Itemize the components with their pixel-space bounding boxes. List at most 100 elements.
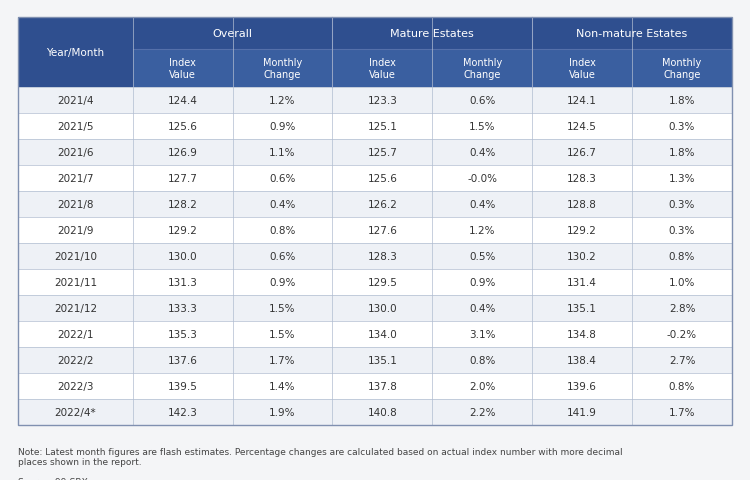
Bar (133, 114, 232, 140)
Text: 2.8%: 2.8% (669, 303, 695, 313)
Text: 0.8%: 0.8% (669, 381, 695, 391)
Bar (632, 88, 732, 114)
Bar (18, 140, 133, 166)
Text: 131.3: 131.3 (168, 277, 197, 288)
Bar (133, 373, 232, 399)
Bar (632, 114, 732, 140)
Bar (632, 166, 732, 192)
Text: 129.5: 129.5 (368, 277, 398, 288)
Text: 2022/4*: 2022/4* (55, 407, 96, 417)
Text: 141.9: 141.9 (567, 407, 597, 417)
Bar (332, 347, 432, 373)
Text: 1.9%: 1.9% (269, 407, 296, 417)
Bar (532, 399, 632, 425)
Bar (332, 321, 432, 347)
Bar (133, 321, 232, 347)
Text: 129.2: 129.2 (168, 226, 197, 236)
Text: 128.8: 128.8 (567, 200, 597, 210)
Bar (632, 399, 732, 425)
Text: 0.4%: 0.4% (469, 303, 496, 313)
Text: Note: Latest month figures are flash estimates. Percentage changes are calculate: Note: Latest month figures are flash est… (18, 447, 622, 467)
Bar (332, 217, 432, 243)
Text: 134.0: 134.0 (368, 329, 398, 339)
Text: Overall: Overall (212, 29, 253, 39)
Text: 1.2%: 1.2% (469, 226, 496, 236)
Bar (432, 347, 532, 373)
Text: 2021/8: 2021/8 (57, 200, 94, 210)
Text: Monthly
Change: Monthly Change (463, 58, 502, 80)
Text: 125.7: 125.7 (368, 148, 398, 157)
Text: 126.2: 126.2 (368, 200, 398, 210)
Bar (133, 140, 232, 166)
Text: 2021/5: 2021/5 (57, 122, 94, 132)
Text: 2021/6: 2021/6 (57, 148, 94, 157)
Bar (532, 140, 632, 166)
Text: 133.3: 133.3 (168, 303, 197, 313)
Bar (532, 373, 632, 399)
Text: 129.2: 129.2 (567, 226, 597, 236)
Bar (432, 295, 532, 321)
Bar (133, 243, 232, 269)
Text: 128.2: 128.2 (168, 200, 197, 210)
Bar (232, 166, 332, 192)
Text: 137.8: 137.8 (368, 381, 398, 391)
Text: 2021/7: 2021/7 (57, 174, 94, 184)
Text: 2022/3: 2022/3 (57, 381, 94, 391)
Text: 0.4%: 0.4% (269, 200, 296, 210)
Text: 1.7%: 1.7% (669, 407, 695, 417)
Text: 128.3: 128.3 (567, 174, 597, 184)
Bar (232, 140, 332, 166)
Bar (133, 192, 232, 217)
Text: Year/Month: Year/Month (46, 48, 104, 58)
Text: 130.0: 130.0 (368, 303, 398, 313)
Bar (332, 192, 432, 217)
Bar (133, 18, 332, 50)
Bar (18, 192, 133, 217)
Bar (232, 114, 332, 140)
Text: 135.1: 135.1 (368, 355, 398, 365)
Text: 0.3%: 0.3% (669, 226, 695, 236)
Text: 0.4%: 0.4% (469, 148, 496, 157)
Bar (133, 347, 232, 373)
Text: 135.3: 135.3 (168, 329, 197, 339)
Text: Source: 99-SRX: Source: 99-SRX (18, 477, 88, 480)
Text: 1.5%: 1.5% (469, 122, 496, 132)
Bar (632, 192, 732, 217)
Bar (532, 295, 632, 321)
Bar (332, 140, 432, 166)
Bar (332, 18, 532, 50)
Bar (133, 295, 232, 321)
Bar (432, 88, 532, 114)
Bar (232, 295, 332, 321)
Bar (18, 88, 133, 114)
Bar (432, 50, 532, 88)
Text: -0.0%: -0.0% (467, 174, 497, 184)
Text: 0.8%: 0.8% (469, 355, 496, 365)
Bar (18, 18, 732, 425)
Bar (432, 243, 532, 269)
Text: 1.1%: 1.1% (269, 148, 296, 157)
Text: 0.5%: 0.5% (469, 252, 496, 262)
Bar (18, 269, 133, 295)
Text: -0.2%: -0.2% (667, 329, 697, 339)
Text: 2.2%: 2.2% (469, 407, 496, 417)
Text: 1.0%: 1.0% (669, 277, 695, 288)
Text: 125.6: 125.6 (168, 122, 197, 132)
Bar (232, 373, 332, 399)
Text: Index
Value: Index Value (369, 58, 396, 80)
Bar (232, 321, 332, 347)
Text: 130.2: 130.2 (567, 252, 597, 262)
Bar (532, 166, 632, 192)
Bar (232, 347, 332, 373)
Bar (332, 88, 432, 114)
Bar (332, 373, 432, 399)
Bar (133, 50, 232, 88)
Bar (133, 166, 232, 192)
Text: 2021/4: 2021/4 (57, 96, 94, 106)
Bar (632, 217, 732, 243)
Bar (432, 217, 532, 243)
Text: 2021/9: 2021/9 (57, 226, 94, 236)
Text: 0.6%: 0.6% (269, 252, 296, 262)
Text: 2021/11: 2021/11 (54, 277, 97, 288)
Text: 0.3%: 0.3% (669, 122, 695, 132)
